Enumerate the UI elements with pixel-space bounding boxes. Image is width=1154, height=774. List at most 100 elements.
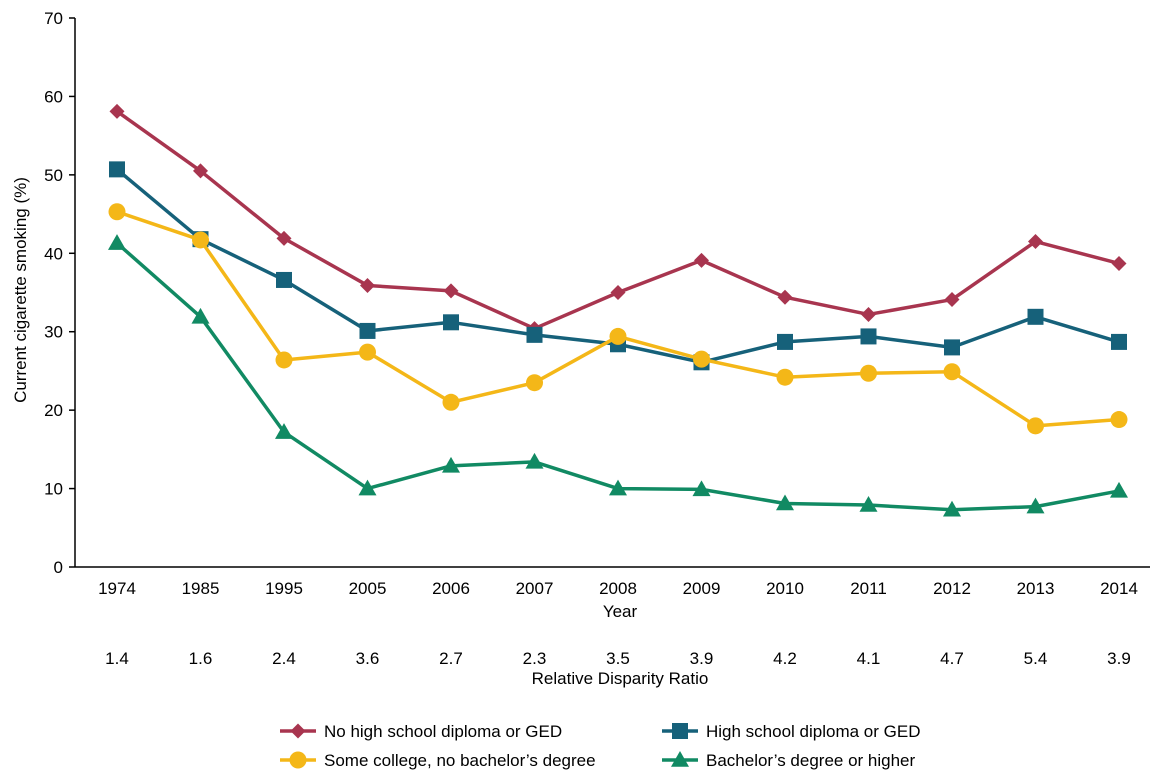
series-3: [108, 203, 1128, 435]
data-point: [1026, 497, 1045, 514]
data-point: [776, 494, 794, 511]
data-point: [1110, 411, 1128, 429]
data-point: [359, 322, 376, 339]
ratio-value: 4.2: [773, 649, 797, 668]
data-point: [777, 333, 793, 350]
data-point: [360, 277, 375, 293]
ratio-value: 4.7: [940, 649, 964, 668]
x-tick-label: 2007: [516, 579, 554, 598]
x-tick-label: 2006: [432, 579, 470, 598]
data-point: [109, 161, 125, 178]
data-point: [275, 423, 293, 439]
data-point: [442, 393, 460, 411]
x-tick-label: 2013: [1017, 579, 1055, 598]
data-point: [944, 339, 960, 356]
data-point: [859, 496, 878, 512]
data-point: [860, 364, 877, 382]
legend: No high school diploma or GED High school…: [280, 722, 920, 770]
y-tick-label: 50: [44, 166, 63, 185]
x-tick-label: 2008: [599, 579, 637, 598]
data-point: [442, 456, 460, 473]
data-point: [610, 285, 626, 300]
data-point: [609, 327, 627, 345]
y-tick-label: 60: [44, 87, 63, 106]
data-point: [777, 289, 793, 305]
series-line: [116, 210, 1120, 428]
x-tick-label: 1995: [265, 579, 303, 598]
ratio-value: 3.6: [356, 649, 380, 668]
y-tick-label: 40: [44, 244, 63, 263]
ratio-value: 2.7: [439, 649, 463, 668]
data-point: [860, 328, 877, 345]
data-point: [192, 231, 209, 249]
data-point: [276, 230, 292, 246]
ratio-row-title: Relative Disparity Ratio: [532, 669, 709, 688]
data-point: [609, 479, 627, 496]
data-point: [108, 234, 126, 250]
ratio-value: 1.4: [105, 649, 129, 668]
x-tick-label: 2014: [1100, 579, 1138, 598]
legend-item: High school diploma or GED: [662, 722, 920, 741]
x-tick-label: 1985: [182, 579, 220, 598]
data-point: [692, 480, 711, 497]
data-point: [1110, 481, 1128, 498]
x-tick-label: 2005: [349, 579, 387, 598]
data-point: [193, 163, 208, 179]
data-point: [944, 292, 960, 308]
y-tick-label: 20: [44, 401, 63, 420]
x-tick-label: 2010: [766, 579, 804, 598]
data-point: [1027, 417, 1044, 435]
series-1: [109, 103, 1127, 337]
ratio-value: 2.3: [523, 649, 547, 668]
legend-marker: [289, 751, 307, 769]
legend-label: Some college, no bachelor’s degree: [324, 751, 596, 770]
legend-item: Bachelor’s degree or higher: [662, 751, 916, 770]
data-point: [943, 500, 961, 517]
ratio-value: 2.4: [272, 649, 296, 668]
x-tick-label: 2011: [850, 579, 887, 598]
series-layer: [108, 103, 1128, 517]
legend-item: Some college, no bachelor’s degree: [280, 751, 596, 770]
series-4: [108, 234, 1128, 517]
data-point: [1111, 255, 1127, 271]
data-point: [108, 203, 126, 221]
y-tick-label: 70: [44, 9, 63, 28]
data-point: [943, 363, 961, 381]
data-point: [526, 326, 543, 343]
legend-marker: [290, 723, 306, 739]
x-axis-title: Year: [603, 602, 638, 621]
legend-item: No high school diploma or GED: [280, 722, 562, 741]
data-point: [359, 343, 376, 361]
data-point: [275, 351, 293, 369]
x-tick-label: 2009: [683, 579, 721, 598]
ratio-value: 3.5: [606, 649, 630, 668]
data-point: [1027, 308, 1044, 325]
legend-label: High school diploma or GED: [706, 722, 920, 741]
ratio-value: 4.1: [857, 649, 881, 668]
data-point: [358, 479, 377, 496]
legend-label: Bachelor’s degree or higher: [706, 751, 916, 770]
disparity-ratio-row: 1.4 1.6 2.4 3.6 2.7 2.3 3.5 3.9 4.2 4.1 4.7 5.4 3.9: [105, 649, 1131, 668]
series-line: [115, 241, 1120, 512]
data-point: [276, 271, 292, 288]
data-point: [191, 307, 210, 324]
ratio-value: 3.9: [1107, 649, 1131, 668]
ratio-value: 3.9: [690, 649, 714, 668]
data-point: [109, 103, 125, 119]
legend-marker: [672, 723, 688, 739]
data-point: [443, 283, 459, 299]
y-tick-label: 10: [44, 480, 63, 499]
legend-marker: [671, 751, 689, 767]
y-tick-label: 30: [44, 323, 63, 342]
data-point: [1111, 333, 1127, 350]
data-point: [526, 374, 543, 392]
data-point: [443, 314, 459, 331]
data-point: [694, 252, 709, 268]
x-tick-label: 1974: [98, 579, 136, 598]
data-point: [1028, 234, 1043, 250]
x-axis: 1974 1985 1995 2005 2006 2007 2008 2009 2010 2011…: [75, 566, 1150, 598]
data-point: [776, 368, 794, 386]
y-axis-title: Current cigarette smoking (%): [11, 177, 30, 403]
x-tick-label: 2012: [933, 579, 971, 598]
legend-label: No high school diploma or GED: [324, 722, 562, 741]
